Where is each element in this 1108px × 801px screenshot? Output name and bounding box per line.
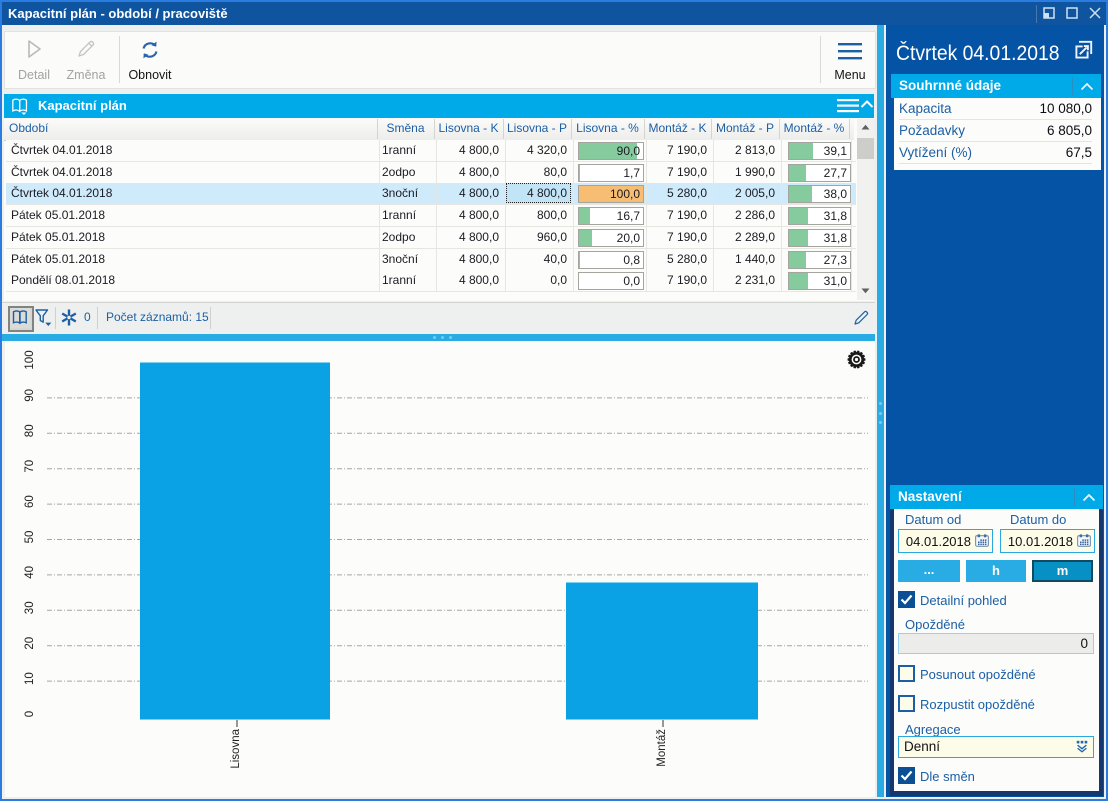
svg-text:Lisovna: Lisovna xyxy=(230,728,242,768)
svg-text:100: 100 xyxy=(24,350,36,369)
svg-text:90: 90 xyxy=(24,389,36,402)
svg-text:40: 40 xyxy=(24,566,36,579)
svg-text:70: 70 xyxy=(24,460,36,473)
svg-text:50: 50 xyxy=(24,531,36,544)
svg-text:30: 30 xyxy=(24,601,36,614)
svg-text:60: 60 xyxy=(24,495,36,508)
svg-text:Montáž: Montáž xyxy=(656,729,668,767)
svg-text:20: 20 xyxy=(24,637,36,650)
svg-text:80: 80 xyxy=(24,424,36,437)
svg-text:10: 10 xyxy=(24,672,36,685)
svg-text:0: 0 xyxy=(24,711,36,717)
